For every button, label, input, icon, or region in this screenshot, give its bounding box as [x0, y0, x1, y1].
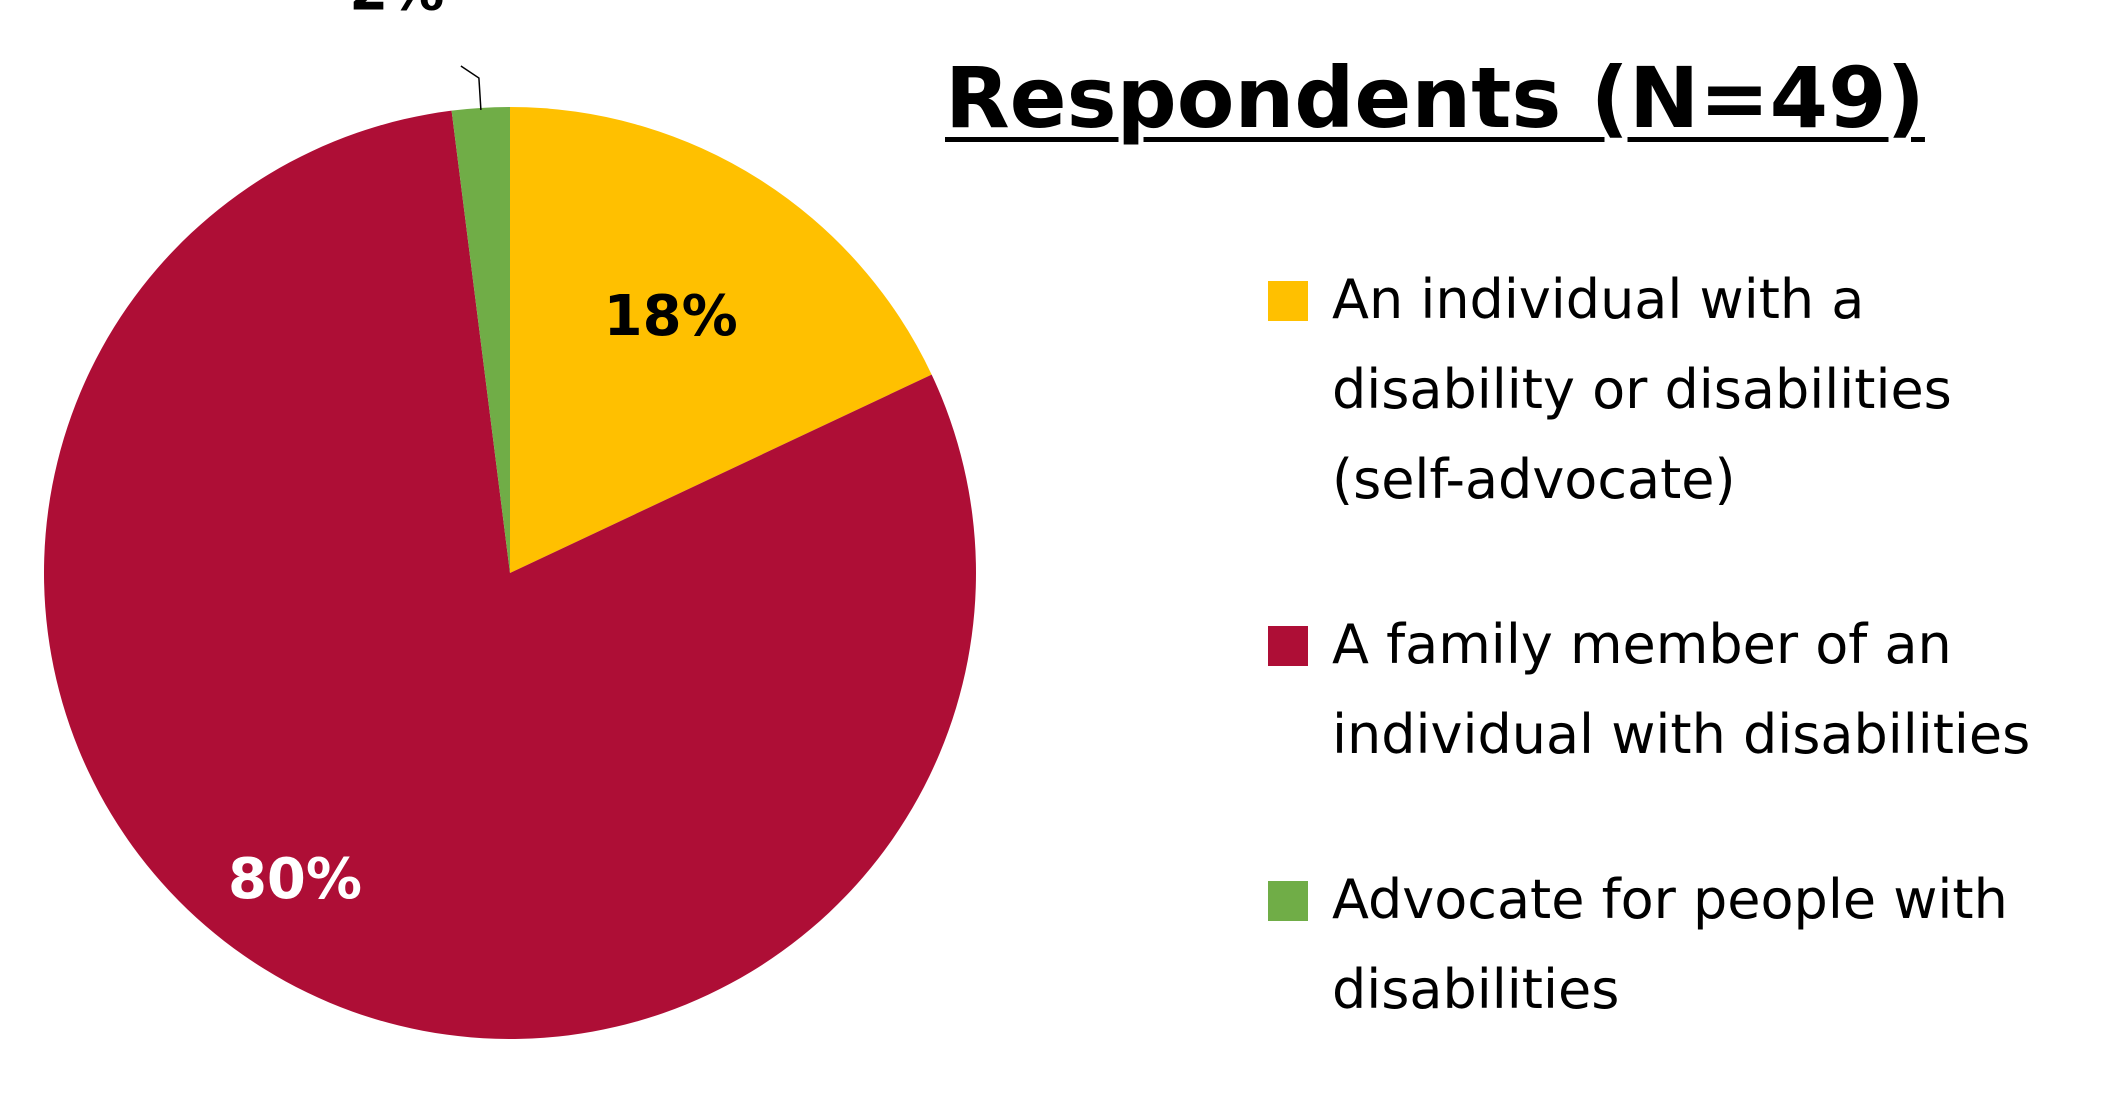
pie-slices	[43, 107, 976, 1039]
legend-item-self-advocate: An individual with a disability or disab…	[1268, 255, 2068, 525]
legend-label-self-advocate: An individual with a disability or disab…	[1332, 268, 1952, 511]
legend-label-family-member: A family member of an individual with di…	[1332, 613, 2031, 766]
slice-label-self-advocate: 18%	[604, 284, 738, 349]
pie-slice-advocate	[451, 107, 510, 573]
legend-item-advocate: Advocate for people with disabilities	[1268, 855, 2068, 1035]
legend-item-family-member: A family member of an individual with di…	[1268, 600, 2068, 780]
pie-labels: 18% 80% 2%	[228, 0, 738, 912]
legend-swatch-self-advocate	[1268, 281, 1308, 321]
slice-label-family-member: 80%	[228, 847, 362, 912]
pie-slice-family-member	[43, 110, 976, 1039]
legend-label-advocate: Advocate for people with disabilities	[1332, 868, 2008, 1021]
leader-line-advocate	[460, 65, 482, 110]
slice-label-advocate: 2%	[349, 0, 444, 23]
legend-swatch-advocate	[1268, 881, 1308, 921]
legend-swatch-family-member	[1268, 626, 1308, 666]
legend: An individual with a disability or disab…	[1268, 255, 2068, 1035]
pie-slice-self-advocate	[510, 107, 932, 573]
chart-title: Respondents (N=49)	[945, 49, 1925, 147]
